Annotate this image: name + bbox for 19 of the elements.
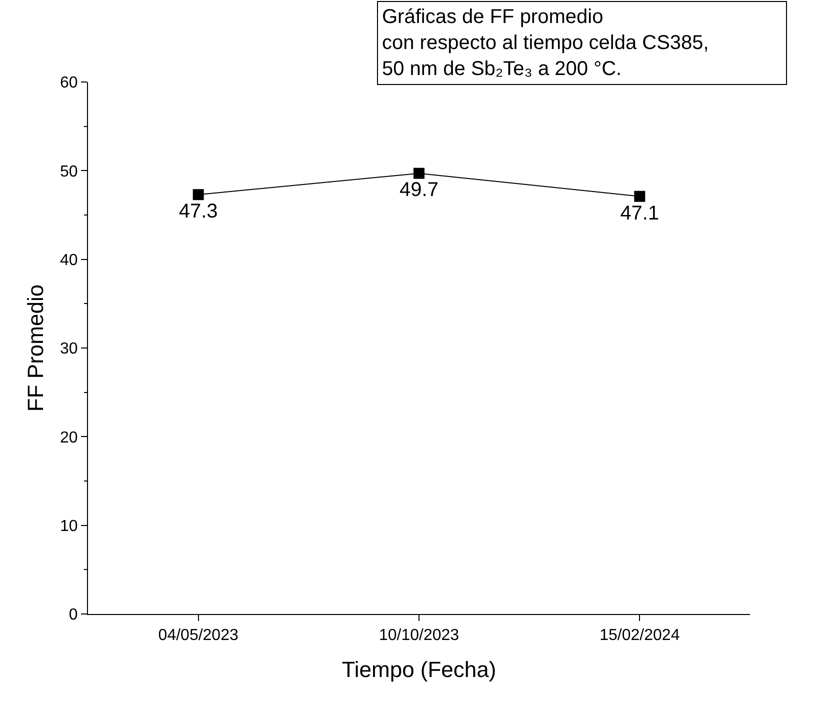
point [192,189,204,200]
x-tick-label: 10/10/2023 [378,627,460,644]
chart-title: Gráficas de FF promedio con respecto al tiempo celda CS385, 50 nm de Sb₂Te₃ a 200 °C. [382,6,709,80]
x-tick-label: 04/05/2023 [158,627,238,644]
point [414,168,424,179]
data-label: 47.1 [620,202,660,224]
point [634,190,646,202]
y-tick-label: 50 [60,163,78,180]
x-tick-label: 15/02/2024 [600,627,680,644]
y-tick-label: 0 [68,606,78,624]
data-label: 47.3 [178,200,218,222]
data-label: 49.7 [400,179,438,202]
y-tick-label: 20 [60,429,78,446]
y-tick-label: 60 [60,74,78,92]
y-tick-label: 40 [60,252,78,269]
y-tick-label: 10 [60,518,78,535]
x-axis-title: Tiempo (Fecha) [342,657,496,682]
y-tick-label: 30 [60,340,78,358]
y-axis-title: FF Promedio [22,284,48,412]
